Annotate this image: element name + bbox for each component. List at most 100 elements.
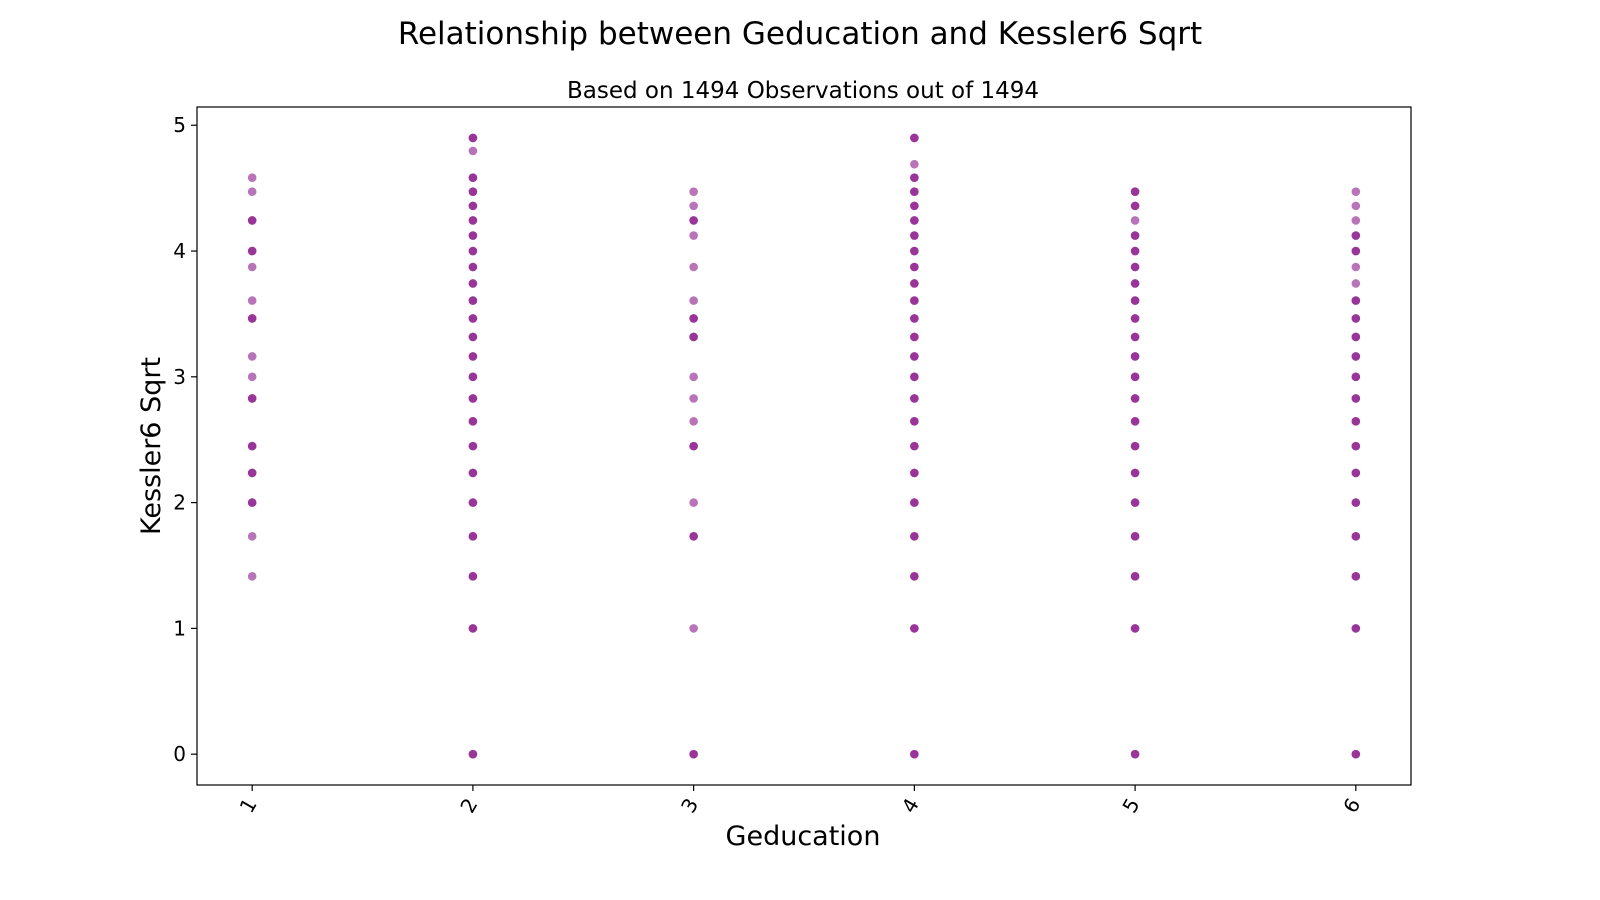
y-tick-label: 5 [173,113,186,137]
data-point [1130,749,1140,759]
data-point [910,417,919,426]
data-point [247,246,257,256]
data-point [468,468,478,478]
data-point [1130,372,1140,382]
y-axis-label: Kessler6 Sqrt [136,357,167,535]
data-point [247,572,257,581]
data-point [1351,187,1361,196]
data-point [247,441,257,451]
data-point [689,314,698,323]
data-point [247,314,257,323]
data-point [1130,624,1140,633]
data-point [468,394,478,403]
data-point [689,296,698,305]
data-point [468,572,478,581]
data-point [1351,231,1361,240]
data-point [910,159,919,169]
data-point [689,441,698,451]
data-point [1351,572,1361,581]
data-point [689,262,698,272]
data-point [910,468,919,478]
data-point [910,262,919,272]
data-point [468,441,478,451]
data-point [910,173,919,182]
data-point [1130,394,1140,403]
y-tick-label: 4 [173,239,186,263]
data-point [910,332,919,342]
data-point [910,498,919,507]
data-point [468,133,478,143]
x-axis-label: Geducation [726,821,881,852]
data-point [1130,262,1140,272]
data-point [1351,279,1361,288]
data-point [1130,279,1140,288]
data-point [910,749,919,759]
data-point [247,216,257,225]
y-tick-label: 0 [173,742,186,766]
data-point [910,372,919,382]
x-tick-label: 1 [235,794,262,817]
data-point [689,417,698,426]
data-point [1130,296,1140,305]
data-point [468,314,478,323]
data-point [247,187,257,196]
data-point [1130,572,1140,581]
data-point [247,498,257,507]
data-point [468,624,478,633]
data-point [1351,498,1361,507]
data-point [910,314,919,323]
data-point [468,262,478,272]
data-point [689,187,698,196]
data-point [468,352,478,361]
data-point [247,468,257,478]
data-point [1351,468,1361,478]
data-point [468,279,478,288]
plot-frame [196,106,1412,786]
data-point [910,394,919,403]
x-axis: 1 2 3 4 5 6 [235,785,1365,817]
data-point [1351,352,1361,361]
data-point [910,572,919,581]
data-point [468,332,478,342]
data-point [468,187,478,196]
data-point [247,296,257,305]
data-point [910,532,919,541]
data-point [468,216,478,225]
data-point [910,216,919,225]
chart-subtitle: Based on 1494 Observations out of 1494 [567,78,1039,104]
data-point [247,352,257,361]
data-point [910,187,919,196]
x-tick-label: 3 [676,794,703,817]
data-points-layer [247,133,1361,759]
data-point [468,532,478,541]
data-point [910,624,919,633]
data-point [1130,314,1140,323]
data-point [689,749,698,759]
data-point [247,532,257,541]
data-point [1130,352,1140,361]
data-point [689,624,698,633]
y-axis: 0 1 2 3 4 5 [173,113,197,766]
data-point [468,372,478,382]
y-tick-label: 1 [173,616,186,640]
data-point [1130,498,1140,507]
data-point [1351,201,1361,211]
data-point [468,296,478,305]
data-point [910,296,919,305]
data-point [1130,532,1140,541]
data-point [1130,417,1140,426]
data-point [1351,372,1361,382]
x-tick-label: 6 [1338,794,1365,817]
data-point [1130,468,1140,478]
data-point [1351,394,1361,403]
data-point [1351,332,1361,342]
data-point [910,231,919,240]
data-point [1351,417,1361,426]
data-point [1351,441,1361,451]
data-point [689,372,698,382]
data-point [1351,532,1361,541]
data-point [1130,201,1140,211]
data-point [468,173,478,182]
data-point [468,498,478,507]
